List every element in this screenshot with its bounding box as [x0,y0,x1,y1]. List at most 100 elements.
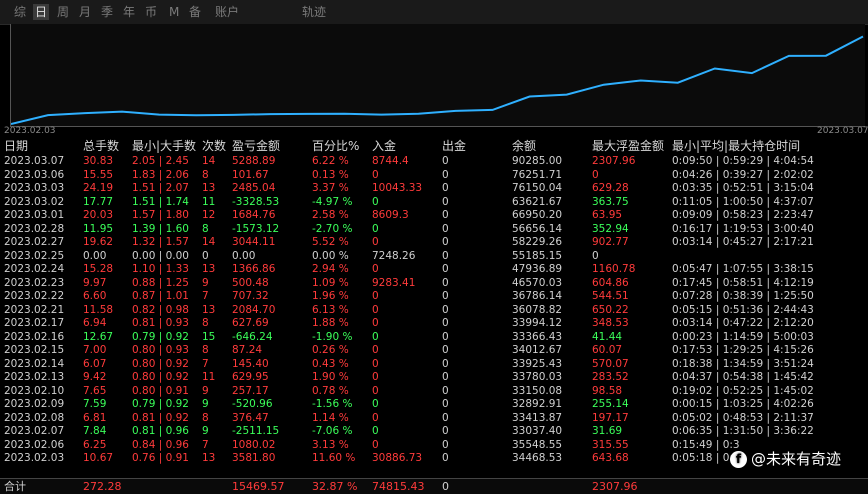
header-pnl[interactable]: 盈亏金额 [232,139,281,153]
tab-6[interactable]: 币 [145,5,158,19]
cell-pnl: 3581.80 [232,452,276,464]
cell-minmax: 1.83 | 2.06 [132,168,189,181]
cell-wd: 0 [442,303,449,316]
cell-dep: 0 [372,344,379,356]
table-row: 2023.03.03 24.19 1.51 | 2.07 13 2485.04 3.37 … [0,182,868,195]
cell-lots: 6.60 [83,290,107,302]
period-tab-bar: 综日周月季年币 M 备账户 轨迹 [0,0,868,25]
cell-date: 2023.02.17 [4,317,65,329]
header-pct[interactable]: 百分比% [312,139,360,153]
cell-pct: 0.26 % [312,344,349,356]
cell-date: 2023.02.28 [4,222,65,235]
header-lots[interactable]: 总手数 [83,139,120,153]
balance-line [11,35,864,125]
cell-date: 2023.02.16 [4,330,65,343]
cell-pct: -2.70 % [312,222,353,235]
cell-maxp: 348.53 [592,317,629,329]
table-row: 2023.02.28 11.95 1.39 | 1.60 8 -1573.12 -2.70… [0,223,868,236]
cell-minmax: 0.81 | 0.93 [132,317,189,329]
table-row: 2023.02.03 10.67 0.76 | 0.91 13 3581.80 11.60… [0,452,868,465]
cell-bal: 35548.55 [512,438,563,451]
cell-minmax: 0.80 | 0.93 [132,344,189,356]
cell-dep: 30886.73 [372,452,423,464]
tab-1[interactable]: 日 [33,4,50,20]
cell-date: 2023.02.08 [4,411,65,424]
tab-5[interactable]: 年 [123,5,136,19]
balance-curve-svg [11,35,864,125]
cell-maxp: 2307.96 [592,155,636,167]
cell-pct: -1.56 % [312,398,353,410]
cell-dep: 0 [372,236,379,248]
cell-hold: 0:11:05 | 1:00:50 | 4:37:07 [672,195,814,208]
cell-pnl: 101.67 [232,168,269,181]
cell-pnl: 500.48 [232,276,269,289]
cell-lots: 24.19 [83,182,114,194]
header-dep[interactable]: 入金 [372,139,397,153]
table-row: 2023.02.25 0.00 0.00 | 0.00 0 0.00 0.00 % 7248… [0,250,868,263]
tab-0[interactable]: 综 [14,5,27,19]
cell-dep: 0 [372,425,379,437]
table-row: 2023.02.15 7.00 0.80 | 0.93 8 87.24 0.26 % 0 0 3… [0,344,868,357]
tab-4[interactable]: 季 [101,5,114,19]
cell-pct: 6.22 % [312,155,349,167]
cell-minmax: 0.81 | 0.92 [132,411,189,424]
cell-count: 11 [202,195,216,208]
cell-wd: 0 [442,236,449,248]
cell-maxp: 0 [592,249,599,262]
tab-3[interactable]: 月 [79,5,92,19]
cell-maxp: 352.94 [592,222,629,235]
cell-wd: 0 [442,276,449,289]
total-deposit: 74815.43 [372,480,425,493]
table-row: 2023.02.08 6.81 0.81 | 0.92 8 376.47 1.14 % 0 0… [0,412,868,425]
cell-wd: 0 [442,452,449,464]
tab-2[interactable]: 周 [57,5,70,19]
tab-7[interactable]: M [169,5,180,19]
cell-pct: 1.90 % [312,371,349,383]
cell-hold: 0:03:14 | 0:45:27 | 2:17:21 [672,236,814,248]
header-wd[interactable]: 出金 [442,139,467,153]
cell-bal: 76150.04 [512,182,563,194]
cell-maxp: 544.51 [592,290,629,302]
cell-wd: 0 [442,425,449,437]
cell-dep: 0 [372,168,379,181]
total-lots: 272.28 [83,480,122,493]
cell-lots: 20.03 [83,209,114,221]
table-row: 2023.03.06 15.55 1.83 | 2.06 8 101.67 0.13 % 0… [0,169,868,182]
tab-8[interactable]: 备 [189,5,202,19]
cell-lots: 7.59 [83,398,107,410]
tab-10[interactable]: 轨迹 [302,5,327,19]
cell-minmax: 1.51 | 1.74 [132,195,189,208]
cell-dep: 7248.26 [372,249,416,262]
cell-count: 15 [202,330,216,343]
cell-dep: 0 [372,290,379,302]
cell-wd: 0 [442,357,449,370]
cell-dep: 0 [372,263,379,275]
header-date[interactable]: 日期 [4,139,29,153]
cell-minmax: 1.10 | 1.33 [132,263,189,275]
cell-lots: 6.81 [83,411,107,424]
tab-9[interactable]: 账户 [215,5,240,19]
cell-pnl: 0.00 [232,249,256,262]
header-count[interactable]: 次数 [202,139,227,153]
cell-hold: 0:03:14 | 0:47:22 | 2:12:20 [672,317,814,329]
cell-hold: 0:05:02 | 0:48:53 | 2:11:37 [672,411,814,424]
header-bal[interactable]: 余额 [512,139,537,153]
table-row: 2023.03.01 20.03 1.57 | 1.80 12 1684.76 2.58 … [0,209,868,222]
cell-wd: 0 [442,317,449,329]
header-maxp[interactable]: 最大浮盈金额 [592,139,665,153]
cell-pct: 0.00 % [312,249,349,262]
cell-count: 7 [202,357,209,370]
table-row: 2023.02.23 9.97 0.88 | 1.25 9 500.48 1.09 % 92… [0,277,868,290]
header-hold[interactable]: 最小|平均|最大持仓时间 [672,139,801,153]
cell-pnl: 627.69 [232,317,269,329]
cell-pct: 0.78 % [312,384,349,397]
cell-wd: 0 [442,249,449,262]
cell-date: 2023.02.09 [4,398,65,410]
cell-maxp: 283.52 [592,371,629,383]
cell-pct: 3.37 % [312,182,349,194]
cell-pnl: -3328.53 [232,195,280,208]
header-minmax[interactable]: 最小|大手数 [132,139,197,153]
cell-pnl: -1573.12 [232,222,280,235]
cell-wd: 0 [442,168,449,181]
total-max-float: 2307.96 [592,480,638,493]
